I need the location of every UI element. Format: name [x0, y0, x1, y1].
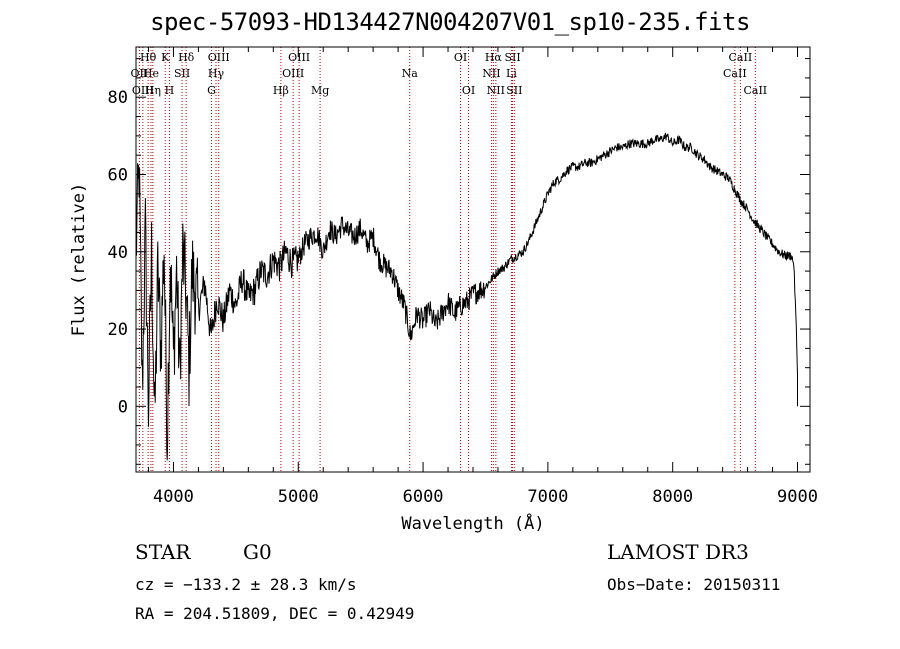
line-label-23: Li: [506, 67, 517, 80]
y-tick-label: 80: [108, 88, 128, 108]
line-label-9: OIII: [208, 51, 230, 64]
line-label-15: Mg: [311, 84, 329, 97]
object-class: STAR: [135, 540, 191, 564]
line-label-17: OI: [454, 51, 467, 64]
line-label-27: CaII: [743, 84, 767, 97]
plot-frame: [135, 46, 811, 473]
line-label-7: SII: [174, 67, 190, 80]
line-label-5: K: [161, 51, 170, 64]
y-tick-label: 40: [108, 243, 128, 263]
emission-lines-layer: [138, 47, 756, 472]
line-label-0: Hθ: [140, 51, 157, 64]
line-label-26: CaII: [723, 67, 747, 80]
line-label-10: Hγ: [208, 67, 225, 80]
line-label-18: OI: [462, 84, 475, 97]
line-label-21: NII: [487, 84, 505, 97]
x-tick-label: 5000: [278, 487, 319, 507]
x-tick-label: 8000: [652, 487, 693, 507]
spectral-line-labels: Hθ OII OIII He Hη K H SII Hδ OIII Hγ G Hβ OIII OIII Mg N…: [131, 51, 768, 97]
line-label-20: NII: [482, 67, 500, 80]
x-tick-label: 9000: [777, 487, 818, 507]
line-label-1: OII: [131, 67, 149, 80]
line-label-3: He: [143, 67, 159, 80]
line-label-13: OIII: [288, 51, 310, 64]
y-axis-label: Flux (relative): [69, 183, 89, 337]
axis-tick-labels: 4000 5000 6000 7000 8000 9000 0 20 40 60 80: [108, 88, 818, 507]
y-tick-label: 60: [108, 166, 128, 186]
coordinates: RA = 204.51809, DEC = 0.42949: [135, 604, 415, 623]
x-tick-label: 6000: [403, 487, 444, 507]
survey-name: LAMOST DR3: [607, 540, 749, 564]
y-tick-label: 20: [108, 320, 128, 340]
spectral-subclass: G0: [243, 540, 272, 564]
line-label-8: Hδ: [178, 51, 195, 64]
line-label-24: SII: [506, 84, 522, 97]
line-label-6: H: [165, 84, 175, 97]
figure-title: spec-57093-HD134427N004207V01_sp10-235.f…: [150, 8, 750, 36]
line-label-25: CaII: [729, 51, 753, 64]
line-label-12: Hβ: [273, 84, 289, 97]
line-label-11: G: [207, 84, 216, 97]
line-label-16: Na: [402, 67, 419, 80]
x-tick-label: 4000: [153, 487, 194, 507]
x-tick-label: 7000: [527, 487, 568, 507]
line-label-22: SII: [504, 51, 520, 64]
line-label-19: Hα: [485, 51, 503, 64]
line-label-2: OIII: [132, 84, 154, 97]
spectrum-line: [135, 132, 798, 461]
x-axis-label: Wavelength (Å): [401, 512, 544, 534]
axis-ticks: [136, 47, 810, 472]
redshift-velocity: cz = −133.2 ± 28.3 km/s: [135, 575, 357, 594]
y-tick-label: 0: [118, 397, 128, 417]
line-label-14: OIII: [282, 67, 304, 80]
observation-date: Obs−Date: 20150311: [607, 575, 781, 594]
line-label-4: Hη: [145, 84, 161, 97]
